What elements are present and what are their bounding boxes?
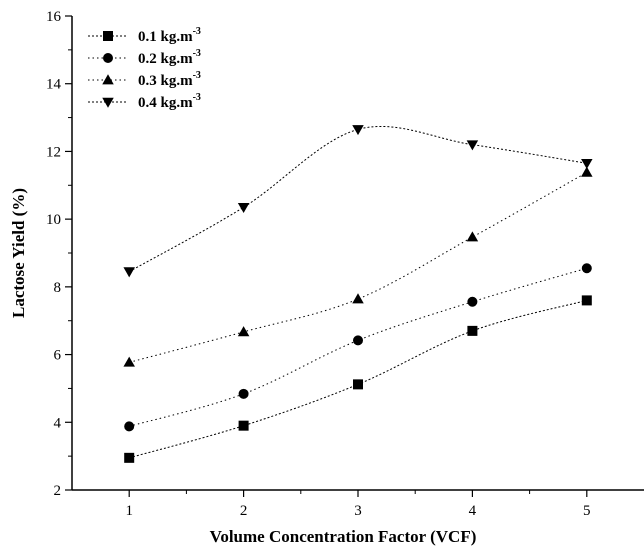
data-point (352, 125, 364, 136)
data-point (123, 267, 135, 278)
data-point (467, 296, 478, 307)
legend-item-1: 0.1 kg.m-3 (88, 26, 201, 45)
data-point (124, 421, 135, 432)
series-line (128, 126, 587, 273)
y-tick-label: 10 (46, 212, 61, 228)
legend-label: 0.4 kg.m-3 (138, 92, 201, 111)
series-line (129, 171, 588, 363)
x-tick-label: 3 (354, 503, 362, 519)
y-tick-label: 4 (54, 415, 62, 431)
data-point (353, 335, 363, 346)
data-point (123, 356, 135, 367)
y-tick-label: 12 (46, 144, 61, 160)
legend: 0.1 kg.m-3 0.2 kg.m-3 0.3 kg.m-3 0.4 kg.m-3 (88, 26, 201, 111)
x-tick-label: 2 (240, 503, 248, 519)
data-point (466, 231, 479, 242)
data-point (352, 293, 364, 304)
y-tick-label: 14 (46, 77, 62, 93)
y-axis-title: Lactose Yield (%) (9, 188, 28, 318)
data-point (581, 295, 592, 306)
x-tick-label: 5 (583, 503, 591, 519)
series-3 (123, 166, 593, 367)
x-tick-label: 4 (469, 503, 477, 519)
x-axis-title: Volume Concentration Factor (VCF) (210, 527, 477, 546)
legend-label: 0.1 kg.m-3 (138, 26, 201, 45)
series-line (129, 267, 587, 427)
legend-marker (102, 97, 114, 108)
legend-item-3: 0.3 kg.m-3 (88, 70, 201, 89)
series-1 (124, 295, 592, 463)
data-point (467, 325, 478, 336)
series-layer (123, 125, 593, 463)
data-point (124, 452, 135, 463)
data-point (238, 420, 249, 431)
legend-marker (102, 74, 114, 85)
data-point (353, 379, 363, 390)
y-tick-label: 8 (54, 280, 62, 296)
series-line (129, 299, 587, 459)
data-point (581, 158, 593, 170)
data-point (581, 263, 592, 274)
legend-marker (103, 31, 113, 41)
data-point (237, 202, 250, 214)
legend-item-4: 0.4 kg.m-3 (88, 92, 201, 111)
series-4 (123, 125, 593, 278)
y-tick-label: 6 (54, 348, 62, 364)
x-tick-label: 1 (125, 503, 133, 519)
data-point (466, 140, 479, 151)
y-tick-label: 16 (46, 9, 62, 25)
legend-item-2: 0.2 kg.m-3 (88, 48, 201, 67)
y-tick-label: 2 (54, 483, 62, 499)
legend-label: 0.2 kg.m-3 (138, 48, 201, 67)
data-point (238, 388, 249, 399)
data-point (581, 166, 593, 177)
legend-marker (103, 53, 113, 63)
legend-label: 0.3 kg.m-3 (138, 70, 201, 89)
series-2 (124, 263, 592, 432)
data-point (237, 326, 250, 337)
